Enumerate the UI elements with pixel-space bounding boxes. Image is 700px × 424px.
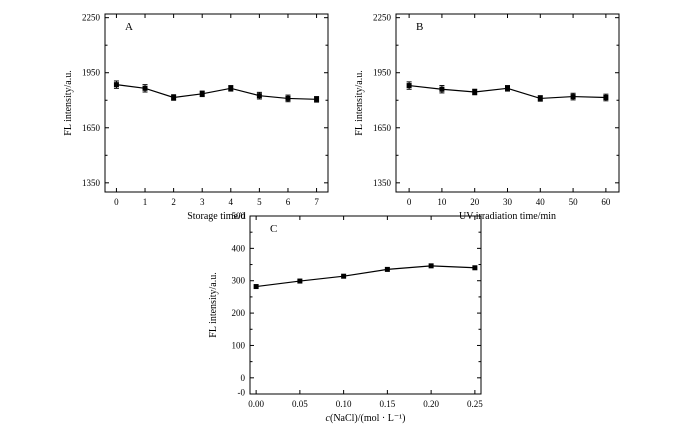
y-tick-label: 1950 [82,68,101,78]
data-point [406,83,412,89]
y-axis-label: FL intensity/a.u. [63,70,74,135]
data-point [228,85,234,91]
plot-frame [104,13,329,193]
y-tick-label: 1650 [82,123,101,133]
series-line [256,265,475,288]
x-tick-label: 50 [569,197,579,207]
x-axis-label: UV irradiation time/min [459,211,556,222]
y-tick-label: 1650 [373,123,392,133]
x-tick-label: 0.25 [467,399,483,409]
x-axis-label: Storage time/d [187,211,246,222]
data-point [171,94,177,100]
y-axis-label: FL intensity/a.u. [208,272,219,337]
x-tick-label: 6 [286,197,291,207]
data-point [537,95,543,101]
panel-letter: A [125,21,133,33]
x-tick-label: 7 [314,197,319,207]
x-tick-label: 2 [171,197,176,207]
chart-panel-c: 0.00 0.05 0.10 0.15 0.20 0.25 0 100 200 300 400 500… [208,211,483,424]
x-tick-label: 30 [503,197,513,207]
data-point [113,82,119,88]
x-tick-label: 20 [470,197,480,207]
data-point [472,265,478,271]
y-tick-label: 500 [232,211,246,221]
y-tick-label: 1950 [373,68,392,78]
data-point [341,273,347,279]
data-point [570,94,576,100]
y-tick-label: 100 [232,340,246,350]
data-point [439,86,445,92]
x-tick-label: 0.15 [380,399,396,409]
x-tick-label: 0.20 [423,399,439,409]
x-tick-label: 5 [257,197,262,207]
data-point [253,284,259,290]
data-point [384,266,390,272]
y-tick-label: 1350 [373,178,392,188]
x-axis-label: c(NaCl)/(mol · L⁻¹) [326,413,406,424]
data-point [256,93,262,99]
y-tick-label: 2250 [373,13,392,23]
y-tick-label: 200 [232,308,246,318]
x-tick-label: 0.00 [248,399,264,409]
y-tick-label: 400 [232,243,246,253]
y-tick-label: 0 [241,373,246,383]
data-point [285,95,291,101]
y-tick-label: 2250 [82,13,101,23]
data-point [603,94,609,100]
panel-letter: B [416,21,423,33]
y-axis-label: FL intensity/a.u. [354,70,365,135]
x-tick-label: 1 [143,197,148,207]
x-tick-label: 0 [114,197,119,207]
series-line [116,84,317,100]
x-tick-label: 0.10 [336,399,352,409]
data-point [297,278,303,284]
x-tick-label: 0.05 [292,399,308,409]
x-tick-label: 40 [536,197,546,207]
y-tick-label: 1350 [82,178,101,188]
x-tick-label: 3 [200,197,205,207]
data-point [505,85,510,91]
plot-frame [249,215,482,395]
x-axis-label-italic: c [326,413,331,424]
plot-frame [395,13,620,193]
x-axis-label-rest: (NaCl)/(mol · L⁻¹) [330,413,405,424]
data-point [199,91,205,97]
panel-letter: C [270,223,277,235]
data-point [472,89,478,95]
y-tick-label-minor: -0 [238,388,246,398]
x-tick-label: 60 [601,197,611,207]
x-tick-label: 4 [229,197,234,207]
x-tick-label: 10 [437,197,447,207]
x-tick-label: 0 [407,197,412,207]
chart-panel-a: 0 1 2 3 4 5 6 7 1350 1650 1950 2250 Storage time/d FL… [63,13,329,222]
chart-panel-b: 0 10 20 30 40 50 60 1350 1650 1950 2250 UV irradiat… [354,13,620,222]
y-tick-label: 300 [232,276,246,286]
data-point [314,96,320,102]
data-point [428,263,434,269]
data-point [142,85,148,91]
